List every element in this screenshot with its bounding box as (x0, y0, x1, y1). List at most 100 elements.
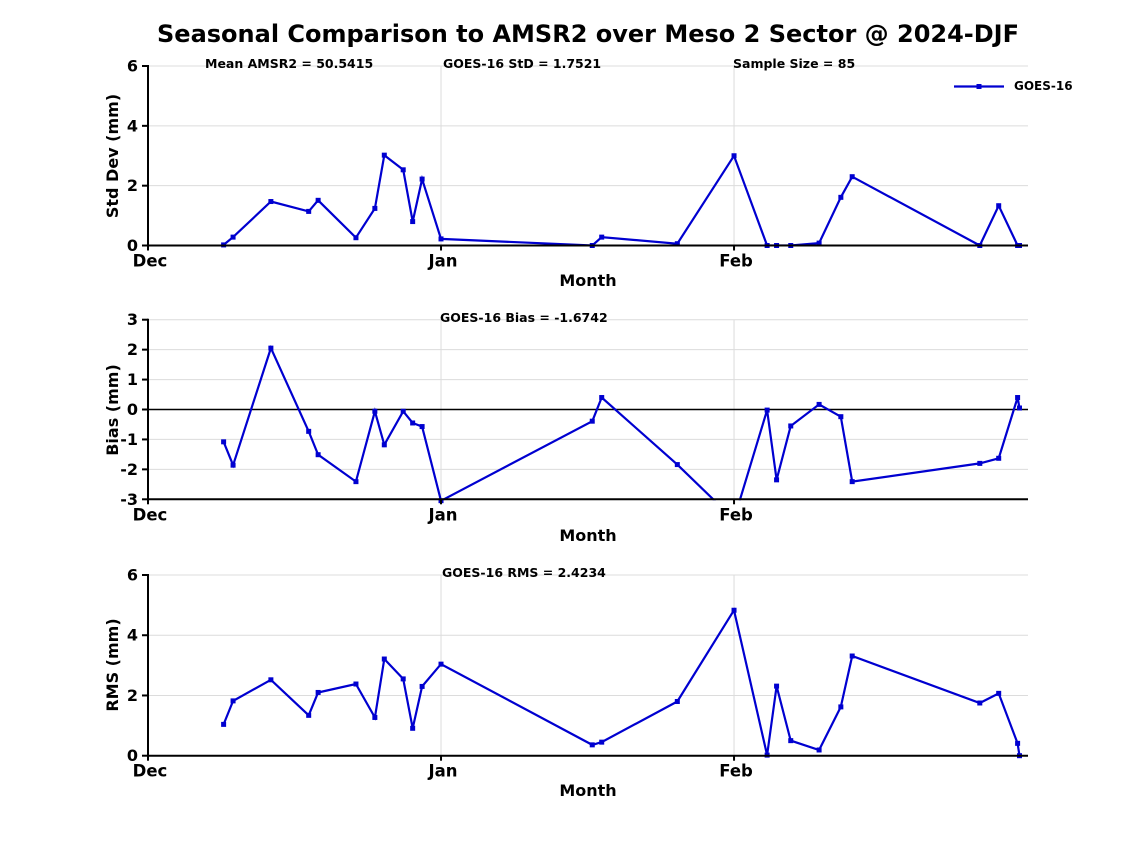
x-tick-label: Feb (719, 505, 753, 524)
xlabel-month-1: Month (559, 271, 617, 290)
series-markers-rms (221, 607, 1022, 759)
series-markers-bias (221, 345, 1022, 504)
annotation-sample-size: Sample Size = 85 (733, 56, 856, 71)
data-point (419, 176, 425, 182)
x-tick-label: Dec (133, 762, 168, 781)
chart-title: Seasonal Comparison to AMSR2 over Meso 2… (157, 20, 1019, 48)
data-point (599, 234, 605, 240)
data-point (1015, 395, 1021, 401)
legend-label: GOES-16 (1014, 79, 1073, 93)
data-point (268, 199, 274, 205)
annotation-goes16-bias: GOES-16 Bias = -1.6742 (440, 310, 608, 325)
x-tick-label: Dec (133, 505, 168, 524)
data-point (306, 208, 312, 214)
data-point (381, 442, 387, 448)
data-point (400, 408, 406, 414)
data-point (977, 460, 983, 466)
subplot-bias: -3 -2 -1 0 1 2 3 Dec Jan Feb (120, 310, 1028, 524)
ylabel-bias: Bias (mm) (103, 364, 122, 456)
data-point (268, 345, 274, 351)
x-tick-label: Feb (719, 762, 753, 781)
y-tick-label: 0 (127, 400, 138, 419)
y-tick-label: -2 (120, 460, 138, 479)
data-point (372, 408, 378, 414)
data-point (410, 725, 416, 731)
data-point (849, 174, 855, 180)
data-point (230, 234, 236, 240)
data-point (1015, 740, 1021, 746)
series-line-bias (222, 345, 1021, 501)
data-point (996, 690, 1002, 696)
y-tick-label: 1 (127, 370, 138, 389)
y-tick-label: -3 (120, 490, 138, 509)
data-point (381, 656, 387, 662)
y-tick-label: 2 (127, 686, 138, 705)
data-point (230, 698, 236, 704)
y-tick-label: 4 (127, 626, 138, 645)
data-point (838, 194, 844, 200)
y-tick-label: 2 (127, 340, 138, 359)
data-point (674, 462, 680, 468)
data-point (996, 203, 1002, 209)
data-point (774, 477, 780, 483)
data-point (230, 462, 236, 468)
y-tick-label: 3 (127, 310, 138, 329)
data-point (438, 236, 444, 242)
data-point (221, 721, 227, 727)
data-point (306, 712, 312, 718)
data-point (353, 235, 359, 241)
data-point (400, 676, 406, 682)
legend: GOES-16 (952, 79, 1073, 93)
xlabel-month-2: Month (559, 526, 617, 545)
subplot-std_dev: 0 2 4 6 Dec Jan Feb (127, 57, 1028, 271)
data-point (353, 681, 359, 687)
data-point (589, 418, 595, 424)
data-point (816, 401, 822, 407)
data-point (996, 455, 1002, 461)
data-point (838, 704, 844, 710)
data-point (372, 205, 378, 211)
legend-swatch (954, 83, 1004, 89)
data-point (353, 479, 359, 485)
data-point (268, 677, 274, 683)
data-point (315, 689, 321, 695)
ylabel-rms: RMS (mm) (103, 618, 122, 712)
data-point (731, 607, 737, 613)
y-tick-label: 6 (127, 566, 138, 585)
data-point (731, 153, 737, 159)
subplot-rms: 0 2 4 6 Dec Jan Feb (127, 566, 1028, 781)
data-point (816, 747, 822, 753)
x-tick-label: Jan (428, 252, 458, 271)
series-line-std_dev (222, 153, 1020, 247)
y-tick-label: 2 (127, 176, 138, 195)
data-point (849, 653, 855, 659)
xlabel-month-3: Month (559, 781, 617, 800)
x-tick-label: Dec (133, 252, 168, 271)
y-tick-label: 0 (127, 236, 138, 255)
data-point (589, 742, 595, 748)
data-point (849, 479, 855, 485)
data-point (816, 240, 822, 246)
data-point (410, 420, 416, 426)
data-point (674, 698, 680, 704)
data-point (774, 683, 780, 689)
data-point (410, 219, 416, 225)
y-tick-label: -1 (120, 430, 138, 449)
data-point (438, 661, 444, 667)
data-point (599, 395, 605, 401)
y-tick-label: 6 (127, 57, 138, 76)
ylabel-std-dev: Std Dev (mm) (103, 93, 122, 219)
data-point (400, 167, 406, 173)
data-point (764, 407, 770, 413)
data-point (599, 739, 605, 745)
series-markers-std_dev (221, 152, 1022, 248)
data-point (674, 241, 680, 247)
x-tick-label: Jan (428, 762, 458, 781)
data-point (315, 197, 321, 203)
data-point (788, 738, 794, 744)
y-tick-label: 4 (127, 116, 138, 135)
data-point (372, 714, 378, 720)
data-point (419, 424, 425, 430)
